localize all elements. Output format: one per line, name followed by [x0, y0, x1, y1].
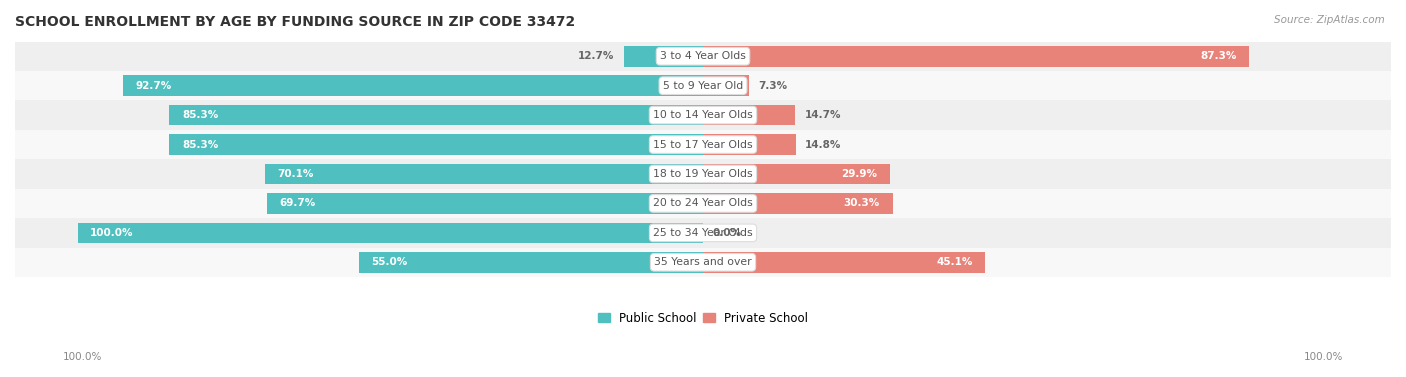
Text: 30.3%: 30.3%: [844, 198, 880, 208]
Bar: [124, 75, 703, 96]
Bar: [359, 252, 703, 273]
Bar: [624, 46, 703, 67]
Text: 45.1%: 45.1%: [936, 257, 973, 267]
Text: 0.0%: 0.0%: [713, 228, 741, 238]
Text: 85.3%: 85.3%: [181, 139, 218, 150]
Bar: [15, 71, 1391, 100]
Text: 100.0%: 100.0%: [63, 352, 103, 362]
Text: 25 to 34 Year Olds: 25 to 34 Year Olds: [654, 228, 752, 238]
Text: 20 to 24 Year Olds: 20 to 24 Year Olds: [654, 198, 752, 208]
Text: 100.0%: 100.0%: [1303, 352, 1343, 362]
Bar: [170, 105, 703, 126]
Text: 100.0%: 100.0%: [90, 228, 134, 238]
Legend: Public School, Private School: Public School, Private School: [593, 307, 813, 329]
Text: 85.3%: 85.3%: [181, 110, 218, 120]
Text: 35 Years and over: 35 Years and over: [654, 257, 752, 267]
Bar: [703, 164, 890, 184]
Text: 14.8%: 14.8%: [806, 139, 841, 150]
Bar: [15, 41, 1391, 71]
Bar: [264, 164, 703, 184]
Bar: [15, 100, 1391, 130]
Text: 14.7%: 14.7%: [804, 110, 841, 120]
Text: Source: ZipAtlas.com: Source: ZipAtlas.com: [1274, 15, 1385, 25]
Text: 70.1%: 70.1%: [277, 169, 314, 179]
Text: 12.7%: 12.7%: [578, 51, 614, 61]
Bar: [15, 248, 1391, 277]
Text: 10 to 14 Year Olds: 10 to 14 Year Olds: [654, 110, 752, 120]
Bar: [267, 193, 703, 214]
Text: 55.0%: 55.0%: [371, 257, 408, 267]
Text: 87.3%: 87.3%: [1201, 51, 1236, 61]
Bar: [703, 134, 796, 155]
Bar: [15, 218, 1391, 248]
Text: 69.7%: 69.7%: [280, 198, 316, 208]
Bar: [703, 193, 893, 214]
Text: SCHOOL ENROLLMENT BY AGE BY FUNDING SOURCE IN ZIP CODE 33472: SCHOOL ENROLLMENT BY AGE BY FUNDING SOUR…: [15, 15, 575, 29]
Text: 15 to 17 Year Olds: 15 to 17 Year Olds: [654, 139, 752, 150]
Bar: [703, 105, 794, 126]
Text: 29.9%: 29.9%: [842, 169, 877, 179]
Bar: [15, 130, 1391, 159]
Text: 7.3%: 7.3%: [758, 81, 787, 91]
Bar: [77, 222, 703, 243]
Bar: [15, 159, 1391, 189]
Bar: [703, 46, 1249, 67]
Text: 3 to 4 Year Olds: 3 to 4 Year Olds: [659, 51, 747, 61]
Bar: [703, 252, 986, 273]
Bar: [703, 75, 748, 96]
Text: 5 to 9 Year Old: 5 to 9 Year Old: [662, 81, 744, 91]
Text: 92.7%: 92.7%: [136, 81, 172, 91]
Bar: [170, 134, 703, 155]
Text: 18 to 19 Year Olds: 18 to 19 Year Olds: [654, 169, 752, 179]
Bar: [15, 189, 1391, 218]
